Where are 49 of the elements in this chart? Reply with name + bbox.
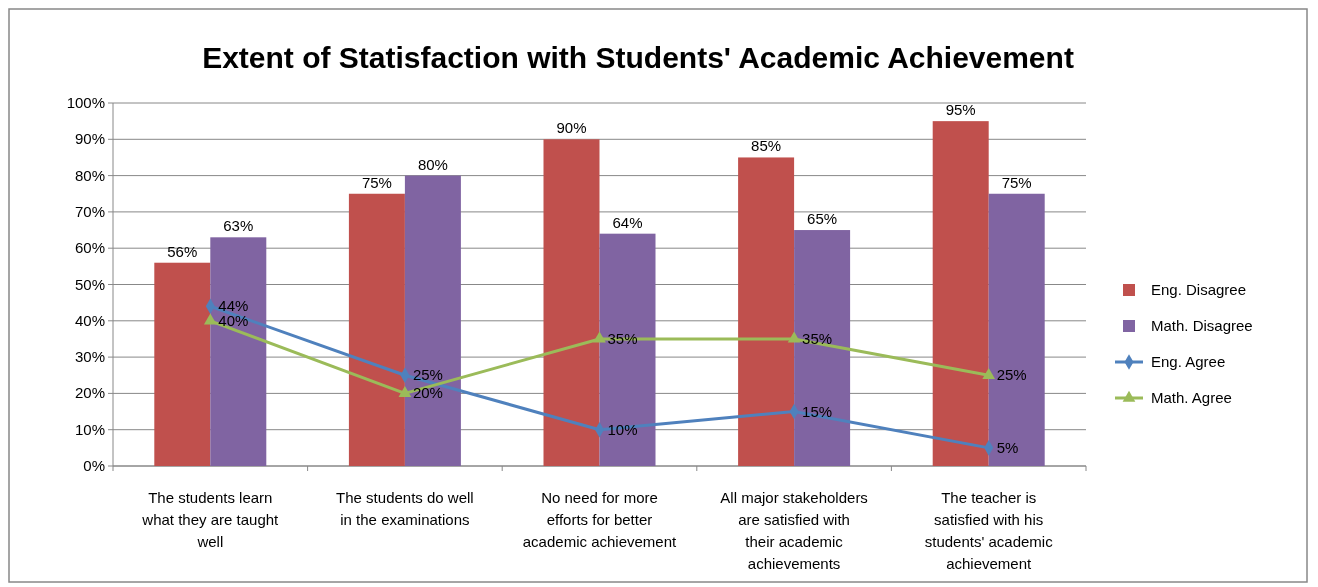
bar — [543, 139, 600, 466]
x-tick-label: The students learn what they are taught well — [141, 489, 280, 550]
data-label: 64% — [612, 213, 643, 231]
bar — [932, 121, 989, 466]
data-label: 5% — [996, 438, 1019, 456]
bar — [794, 230, 851, 466]
data-label: 25% — [996, 366, 1027, 384]
x-tick-label: All major stakeholders are satisfied with their academic achievements — [720, 489, 868, 572]
data-label: 35% — [802, 329, 833, 347]
data-label: 35% — [607, 329, 638, 347]
data-label: 20% — [412, 384, 443, 402]
data-label: 65% — [807, 210, 838, 228]
data-label: 90% — [556, 119, 587, 137]
y-tick-label: 0% — [83, 457, 105, 474]
bar — [404, 175, 461, 466]
x-tick-label: No need for more efforts for better academic achievement — [522, 489, 678, 550]
legend-label: Eng. Agree — [1151, 353, 1226, 370]
data-label: 80% — [417, 155, 448, 173]
bar — [599, 233, 656, 466]
data-label: 25% — [412, 366, 443, 384]
y-tick-label: 30% — [74, 348, 105, 366]
legend-label: Math. Disagree — [1151, 317, 1253, 334]
data-label: 75% — [361, 173, 392, 191]
data-label: 95% — [945, 101, 976, 119]
data-label: 85% — [751, 137, 782, 155]
bar — [348, 193, 405, 466]
y-tick-label: 10% — [74, 420, 105, 438]
y-tick-label: 40% — [74, 311, 105, 329]
bar — [738, 157, 795, 466]
legend-label: Eng. Disagree — [1151, 281, 1247, 298]
x-tick-label: The students do well in the examinations — [336, 489, 474, 528]
bar — [988, 193, 1045, 466]
y-tick-label: 70% — [74, 202, 105, 220]
data-label: 63% — [223, 217, 254, 235]
bar — [154, 262, 211, 466]
data-label: 75% — [1001, 173, 1032, 191]
data-label: 15% — [802, 402, 833, 420]
y-tick-label: 20% — [74, 384, 105, 402]
y-tick-label: 50% — [74, 275, 105, 293]
y-tick-label: 90% — [74, 130, 105, 148]
data-label: 10% — [607, 420, 638, 438]
data-label: 56% — [167, 242, 198, 260]
legend-label: Math. Agree — [1151, 389, 1232, 406]
x-tick-label: The teacher is satisfied with his students' academic achievement — [924, 489, 1054, 572]
y-tick-label: 60% — [74, 239, 105, 257]
bar — [210, 237, 267, 466]
chart-title: Extent of Statisfaction with Students' Academic Achievement — [202, 41, 1074, 74]
y-tick-label: 80% — [74, 166, 105, 184]
y-tick-label: 100% — [66, 94, 105, 111]
